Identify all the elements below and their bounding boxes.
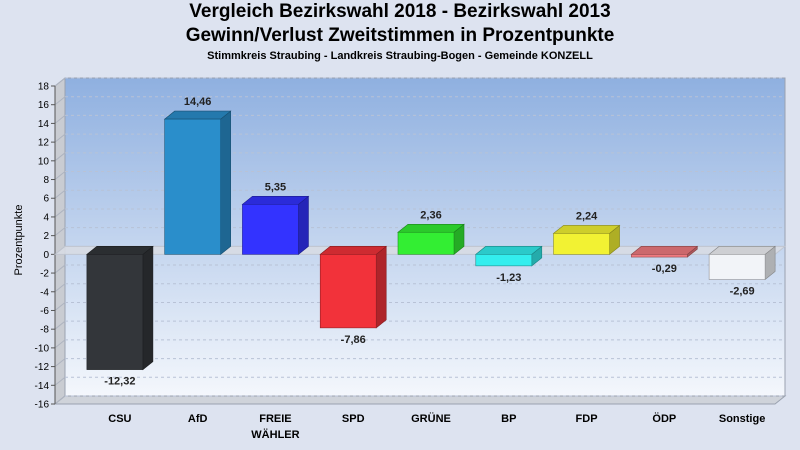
bar-top <box>241 196 310 205</box>
grid-line-side <box>54 320 66 330</box>
y-tick-label: -2 <box>40 269 49 280</box>
grid-line-side <box>54 115 66 124</box>
bar-value-label: -12,32 <box>104 376 135 388</box>
y-tick-label: 10 <box>38 156 50 167</box>
bar-top <box>552 225 621 234</box>
bar-value-label: -0,29 <box>652 263 677 275</box>
y-tick-label: 8 <box>43 175 49 186</box>
category-label-line2: WÄHLER <box>251 428 299 441</box>
category-label: CSU <box>108 413 131 425</box>
bar-side <box>142 245 154 371</box>
bar-top <box>474 246 543 255</box>
bar-value-label: 5,35 <box>265 181 286 193</box>
grid-line-side <box>54 302 66 311</box>
grid-line-side <box>54 152 66 162</box>
grid-line-side <box>54 339 66 349</box>
grid-line-side <box>54 77 66 87</box>
grid-line-side <box>54 96 66 106</box>
grid-line-side <box>54 376 66 386</box>
bar-top <box>163 110 232 120</box>
y-tick-label: 14 <box>38 119 50 130</box>
chart-titles: Vergleich Bezirkswahl 2018 - Bezirkswahl… <box>0 0 800 64</box>
bar-value-label: 14,46 <box>184 96 212 108</box>
y-tick-label: -4 <box>40 287 49 298</box>
bar-side <box>220 110 231 255</box>
plot-side-wall <box>54 76 66 406</box>
bar-top <box>397 223 465 233</box>
bar-value-label: -2,69 <box>730 286 755 298</box>
bar-value-label: 2,24 <box>576 210 598 222</box>
bar-value-label: 2,36 <box>420 209 441 221</box>
category-label: FDP <box>576 413 598 425</box>
category-label: ÖDP <box>652 412 676 425</box>
grid-line-side <box>54 171 66 180</box>
grid-line-side <box>54 264 66 274</box>
bar <box>397 231 455 255</box>
grid-line-side <box>54 189 66 199</box>
chart-title-line2: Gewinn/Verlust Zweitstimmen in Prozentpu… <box>185 25 615 46</box>
plot-floor <box>53 395 787 405</box>
y-tick-label: -10 <box>35 343 50 354</box>
y-tick-label: 2 <box>43 231 49 242</box>
y-axis-label: Prozentpunkte <box>13 205 25 276</box>
bar-top <box>630 246 699 255</box>
y-tick-label: -16 <box>35 400 50 411</box>
category-label: FREIE <box>259 413 291 425</box>
chart-subtitle: Stimmkreis Straubing - Landkreis Straubi… <box>207 50 593 62</box>
y-tick-label: -6 <box>40 306 49 317</box>
y-tick-label: -14 <box>35 381 50 392</box>
bar <box>242 204 299 255</box>
y-tick-label: -12 <box>35 362 50 373</box>
y-tick-label: 6 <box>43 194 49 205</box>
chart-title-line1: Vergleich Bezirkswahl 2018 - Bezirkswahl… <box>189 1 611 22</box>
bar-value-label: -7,86 <box>341 334 366 346</box>
bar <box>631 254 688 258</box>
y-tick-label: 18 <box>38 82 50 93</box>
y-tick-label: 16 <box>38 100 50 111</box>
category-label: SPD <box>342 413 365 425</box>
grid-line-side <box>54 358 66 367</box>
category-label: BP <box>501 413 516 425</box>
bar-side <box>298 195 309 255</box>
bar <box>475 254 533 267</box>
category-label: Sonstige <box>719 413 765 425</box>
bar-side <box>375 245 387 329</box>
y-tick-label: -8 <box>40 325 49 336</box>
grid-line-side <box>54 283 66 293</box>
category-label: AfD <box>188 413 208 425</box>
bar <box>164 118 221 255</box>
bar <box>708 254 766 280</box>
bar-top <box>708 246 776 255</box>
y-tick-label: 0 <box>43 250 49 261</box>
y-tick-label: 12 <box>38 138 50 149</box>
bar-top <box>319 246 388 255</box>
bar <box>553 233 610 255</box>
grid-line-side <box>54 133 66 143</box>
bar <box>86 254 144 370</box>
grid-line-side <box>54 208 66 218</box>
grid-line-side <box>54 395 66 405</box>
category-label: GRÜNE <box>411 412 451 425</box>
bar-top <box>86 246 154 255</box>
bar <box>319 254 377 329</box>
y-tick-label: 4 <box>43 212 49 223</box>
bar-value-label: -1,23 <box>496 272 521 284</box>
grid-line-side <box>54 227 66 237</box>
